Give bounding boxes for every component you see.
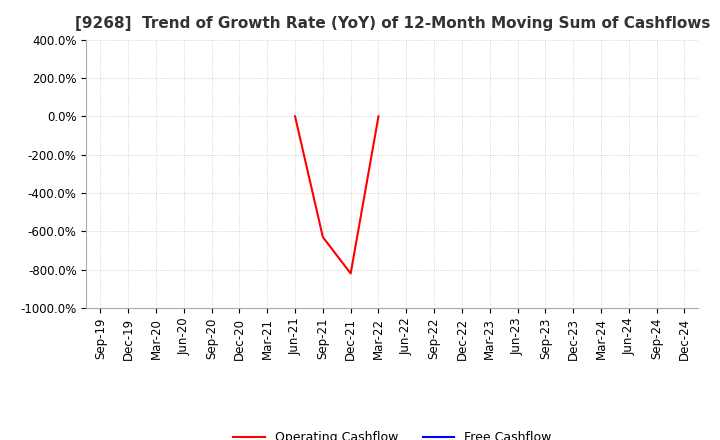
Operating Cashflow (346, 271, 355, 276)
Operating Cashflow (374, 114, 383, 119)
Line: Operating Cashflow: Operating Cashflow (295, 116, 379, 274)
Operating Cashflow (318, 235, 327, 240)
Operating Cashflow (291, 114, 300, 119)
Legend: Operating Cashflow, Free Cashflow: Operating Cashflow, Free Cashflow (228, 426, 557, 440)
Title: [9268]  Trend of Growth Rate (YoY) of 12-Month Moving Sum of Cashflows: [9268] Trend of Growth Rate (YoY) of 12-… (75, 16, 710, 32)
